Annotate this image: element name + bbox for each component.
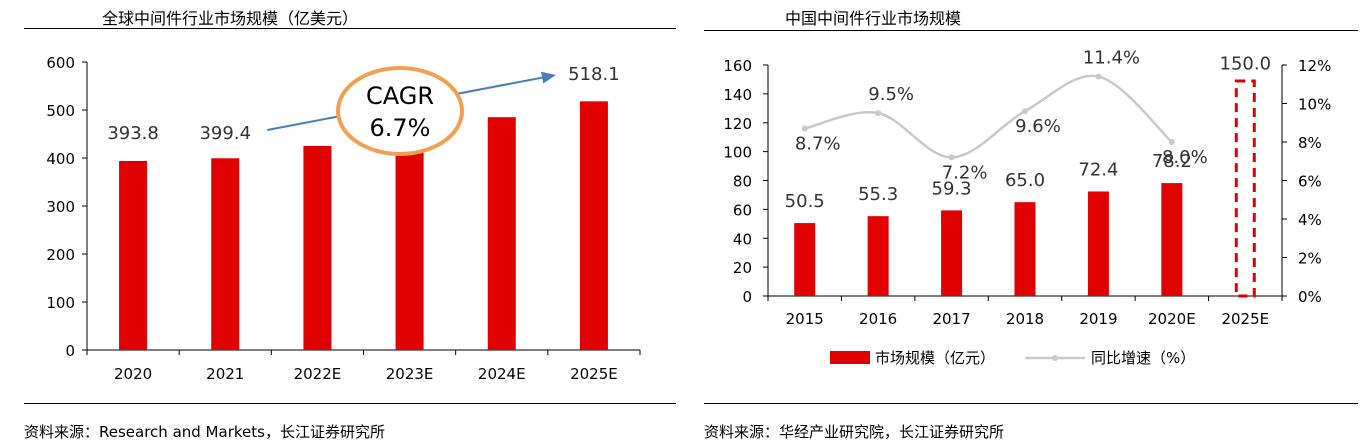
left-y-tick-label: 300 xyxy=(46,198,75,216)
right-bar xyxy=(1161,183,1183,296)
left-data-label: 399.4 xyxy=(199,123,251,144)
left-data-label: 518.1 xyxy=(568,64,620,85)
right-bar-label: 78.2 xyxy=(1152,151,1192,172)
left-chart-panel: 全球中间件行业市场规模（亿美元） 0 100 200 300 400 500 600 2020… xyxy=(24,9,676,441)
right-bar-forecast xyxy=(1234,79,1256,298)
right-x-tick-label: 2025E xyxy=(1221,310,1269,328)
right-y-tick-label: 100 xyxy=(723,144,752,162)
left-y-tick-label: 500 xyxy=(46,102,75,120)
right-x-tick-label: 2017 xyxy=(932,310,970,328)
right-x-tick-label: 2018 xyxy=(1006,310,1044,328)
left-x-tick-label: 2021 xyxy=(206,365,244,383)
left-x-tick-label: 2023E xyxy=(386,365,434,383)
right-source-rule xyxy=(704,403,1358,404)
left-y-tick-label: 400 xyxy=(46,150,75,168)
left-y-tick-label: 0 xyxy=(65,342,75,360)
legend-swatch-line-marker xyxy=(1052,355,1058,361)
right-y-tick-label: 40 xyxy=(733,230,752,248)
right-growth-line xyxy=(804,74,1173,159)
right-x-tick-label: 2019 xyxy=(1079,310,1117,328)
right-bar xyxy=(867,216,889,296)
left-cagr-arrowhead xyxy=(541,71,556,84)
right-growth-label: 8.0% xyxy=(1162,147,1208,168)
right-y2-tick-label: 10% xyxy=(1298,96,1331,114)
right-growth-point xyxy=(1168,139,1175,145)
right-growth-point xyxy=(801,125,808,132)
legend-swatch-bars xyxy=(830,351,870,364)
right-y-tick-label: 80 xyxy=(733,173,752,191)
right-growth-point xyxy=(875,110,882,117)
left-bar xyxy=(119,160,148,350)
right-bar-label: 65.0 xyxy=(1005,170,1045,191)
left-cagr-label: CAGR xyxy=(366,82,434,110)
right-combo-chart: 0 20 40 60 80 100 120 140 160 0% 2% 4% 6% 8% 10% 12% 201… xyxy=(723,48,1331,367)
left-data-label: 393.8 xyxy=(107,123,159,144)
right-bar xyxy=(941,210,963,296)
left-cagr-value: 6.7% xyxy=(370,114,431,142)
right-y2-tick-label: 0% xyxy=(1298,288,1322,306)
left-y-tick-label: 200 xyxy=(46,246,75,264)
right-bar-label: 72.4 xyxy=(1078,159,1118,180)
legend-label-bars: 市场规模（亿元） xyxy=(875,349,995,367)
right-bar xyxy=(794,223,816,296)
right-growth-label: 9.6% xyxy=(1015,116,1061,137)
left-bar-chart: 0 100 200 300 400 500 600 2020 2021 2022E 2023E 202… xyxy=(46,54,641,383)
right-y-tick-label: 20 xyxy=(733,259,752,277)
right-y2-tick-label: 6% xyxy=(1298,173,1322,191)
right-y2-tick-label: 8% xyxy=(1298,134,1322,152)
right-x-tick-label: 2015 xyxy=(786,310,824,328)
right-y-tick-label: 0 xyxy=(742,288,752,306)
left-x-tick-label: 2022E xyxy=(294,365,342,383)
right-bar-label: 50.5 xyxy=(785,191,825,212)
right-growth-label: 9.5% xyxy=(868,84,914,105)
left-source-note: 资料来源：Research and Markets，长江证券研究所 xyxy=(24,423,385,441)
left-source-rule xyxy=(24,403,676,404)
left-cagr-ellipse xyxy=(336,66,464,156)
right-x-tick-label: 2020E xyxy=(1148,310,1196,328)
left-x-tick-label: 2020 xyxy=(114,365,152,383)
right-y2-tick-label: 4% xyxy=(1298,211,1322,229)
right-growth-point xyxy=(1022,108,1028,115)
left-bar xyxy=(303,146,332,350)
right-chart-title: 中国中间件行业市场规模 xyxy=(785,9,962,28)
right-y-tick-label: 60 xyxy=(733,201,752,219)
right-growth-point xyxy=(1095,73,1102,80)
left-bar xyxy=(487,117,516,350)
left-title-rule xyxy=(24,28,676,29)
right-x-tick-label: 2016 xyxy=(859,310,897,328)
left-chart-title: 全球中间件行业市场规模（亿美元） xyxy=(102,9,359,28)
right-y-tick-label: 120 xyxy=(723,115,752,133)
left-x-tick-label: 2025E xyxy=(570,365,618,383)
right-source-note: 资料来源：华经产业研究院，长江证券研究所 xyxy=(704,423,1005,441)
right-y-tick-label: 160 xyxy=(723,57,752,75)
right-growth-label: 11.4% xyxy=(1083,48,1140,69)
left-x-tick-label: 2024E xyxy=(478,365,526,383)
right-growth-label: 8.7% xyxy=(795,134,841,155)
right-y2-tick-label: 12% xyxy=(1298,57,1331,75)
right-growth-point xyxy=(948,154,955,161)
left-bar xyxy=(211,158,240,350)
left-y-tick-label: 600 xyxy=(46,54,75,72)
right-bar xyxy=(1014,202,1036,296)
legend-label-line: 同比增速（%） xyxy=(1091,349,1195,367)
right-bar-label: 59.3 xyxy=(932,178,972,199)
right-bar xyxy=(1087,191,1109,296)
left-bar xyxy=(395,131,424,350)
right-chart-panel: 中国中间件行业市场规模 0 20 40 60 80 100 120 140 160 0% 2% 4% 6… xyxy=(690,0,1371,441)
right-bar-label: 55.3 xyxy=(858,184,898,205)
right-growth-label: 7.2% xyxy=(942,162,988,183)
right-bar-label: 150.0 xyxy=(1220,53,1272,74)
right-y2-tick-label: 2% xyxy=(1298,250,1322,268)
left-bar xyxy=(579,101,608,350)
right-y-tick-label: 140 xyxy=(723,86,752,104)
left-y-tick-label: 100 xyxy=(46,294,75,312)
right-title-rule xyxy=(704,30,1358,31)
